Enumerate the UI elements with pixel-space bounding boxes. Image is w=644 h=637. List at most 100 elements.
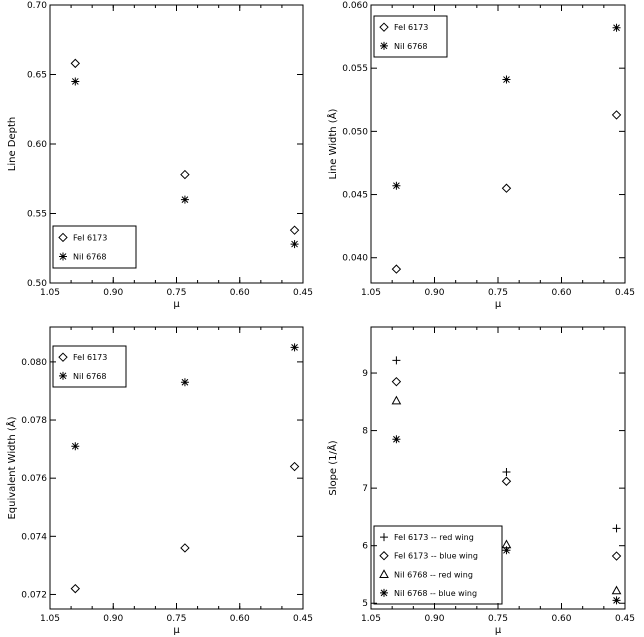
legend-marker-asterisk [380, 588, 388, 597]
data-point-diamond [611, 551, 622, 561]
legend-marker-plus [380, 533, 388, 542]
data-point-plus [392, 356, 401, 365]
x-tick-label: 0.75 [488, 288, 508, 298]
x-tick-label: 0.60 [230, 614, 250, 624]
y-axis-title: Line Width (Å) [326, 108, 339, 179]
chart-panel-top-right: 1.05 0.90 0.75 0.60 0.45 0.040 0.045 0.050 0.055… [326, 1, 635, 310]
chart-panel-top-left: 1.05 0.90 0.75 0.60 0.45 0.50 0.55 0.60 0.65 0.70… [7, 1, 313, 310]
x-tick-label: 0.60 [230, 288, 250, 298]
legend: FeI 6173 NiI 6768 [52, 225, 137, 269]
y-tick-label: 0.70 [27, 1, 47, 11]
data-point-diamond [70, 583, 81, 594]
plot-frame [49, 326, 304, 610]
plot-frame [370, 326, 626, 610]
data-point-asterisk [290, 240, 299, 249]
x-axis-title: μ [495, 299, 502, 310]
x-tick-label: 1.05 [361, 288, 381, 298]
legend-marker-diamond [58, 352, 68, 362]
legend-label: FeI 6173 [73, 353, 107, 362]
data-point-triangle [611, 585, 622, 595]
y-tick-label: 9 [362, 369, 368, 379]
legend-label: NiI 6768 [394, 42, 427, 51]
data-point-diamond [501, 183, 512, 193]
data-point-diamond [501, 476, 512, 486]
data-point-asterisk [612, 596, 621, 605]
y-tick-label: 0.074 [21, 532, 47, 542]
data-point-asterisk [392, 181, 401, 190]
data-point-diamond [180, 543, 190, 553]
x-axis-title: μ [173, 299, 180, 310]
legend-box [52, 225, 137, 269]
x-axis-title: μ [173, 625, 180, 636]
y-tick-label: 5 [362, 599, 368, 609]
data-point-asterisk [502, 546, 511, 555]
x-tick-label: 1.05 [40, 288, 60, 298]
data-point-asterisk [180, 378, 189, 387]
data-point-diamond [70, 58, 81, 69]
chart-panel-bottom-right: 1.05 0.90 0.75 0.60 0.45 5 6 7 8 9 μ Slope (1/Å) FeI… [326, 326, 635, 636]
data-point-triangle [391, 395, 402, 405]
legend-box [373, 525, 503, 605]
x-tick-label: 0.90 [103, 614, 123, 624]
legend-marker-diamond [58, 232, 68, 243]
y-tick-label: 0.080 [21, 358, 47, 368]
x-axis-title: μ [495, 625, 502, 636]
x-tick-label: 0.75 [166, 614, 186, 624]
legend: FeI 6173 -- red wing FeI 6173 -- blue win… [373, 525, 503, 605]
legend-label: FeI 6173 -- blue wing [394, 552, 478, 561]
data-point-asterisk [612, 23, 621, 32]
y-tick-label: 7 [362, 484, 368, 494]
legend-label: NiI 6768 [73, 253, 106, 262]
y-tick-label: 6 [362, 542, 368, 552]
y-tick-label: 0.055 [342, 64, 368, 74]
legend-box [373, 15, 448, 58]
legend-marker-triangle [379, 569, 389, 578]
data-point-diamond [391, 376, 402, 387]
y-tick-label: 0.65 [27, 71, 47, 81]
legend-marker-asterisk [59, 252, 67, 261]
legend: FeI 6173 NiI 6768 [373, 15, 448, 58]
data-point-asterisk [290, 343, 299, 352]
y-tick-label: 0.040 [342, 254, 368, 264]
y-axis-title: Line Depth [7, 117, 18, 171]
y-tick-label: 0.55 [27, 210, 47, 220]
x-tick-label: 0.90 [103, 288, 123, 298]
x-tick-label: 0.75 [488, 614, 508, 624]
legend-label: FeI 6173 [394, 23, 428, 32]
data-point-asterisk [71, 442, 80, 451]
legend-box [52, 345, 127, 388]
y-tick-label: 0.045 [342, 191, 368, 201]
legend-label: NiI 6768 -- red wing [394, 570, 473, 579]
x-tick-label: 0.45 [293, 614, 313, 624]
y-tick-label: 8 [362, 427, 368, 437]
y-tick-label: 0.078 [21, 416, 47, 426]
legend-label: FeI 6173 -- red wing [394, 533, 474, 542]
x-tick-label: 0.45 [293, 288, 313, 298]
legend-label: NiI 6768 -- blue wing [394, 589, 477, 598]
legend-marker-diamond [379, 551, 389, 561]
x-tick-label: 0.45 [615, 614, 635, 624]
x-tick-label: 0.60 [551, 614, 571, 624]
legend: FeI 6173 NiI 6768 [52, 345, 127, 388]
x-tick-label: 0.90 [424, 288, 444, 298]
y-tick-label: 0.050 [342, 127, 368, 137]
y-tick-label: 0.50 [27, 279, 47, 289]
data-point-asterisk [502, 75, 511, 84]
y-axis-title: Slope (1/Å) [326, 440, 339, 495]
data-point-asterisk [71, 77, 80, 86]
legend-label: NiI 6768 [73, 372, 106, 381]
data-point-diamond [289, 461, 300, 472]
x-tick-label: 1.05 [40, 614, 60, 624]
x-tick-label: 0.45 [615, 288, 635, 298]
data-point-asterisk [180, 195, 189, 204]
legend-marker-diamond [379, 22, 389, 32]
legend-label: FeI 6173 [73, 233, 107, 242]
y-tick-label: 0.060 [342, 1, 368, 11]
legend-marker-asterisk [380, 41, 388, 50]
data-point-plus [612, 524, 621, 533]
x-tick-label: 0.60 [551, 288, 571, 298]
y-tick-label: 0.60 [27, 140, 47, 150]
y-axis-title: Equivalent Width (Å) [5, 416, 18, 519]
x-tick-label: 1.05 [361, 614, 381, 624]
x-tick-label: 0.90 [424, 614, 444, 624]
